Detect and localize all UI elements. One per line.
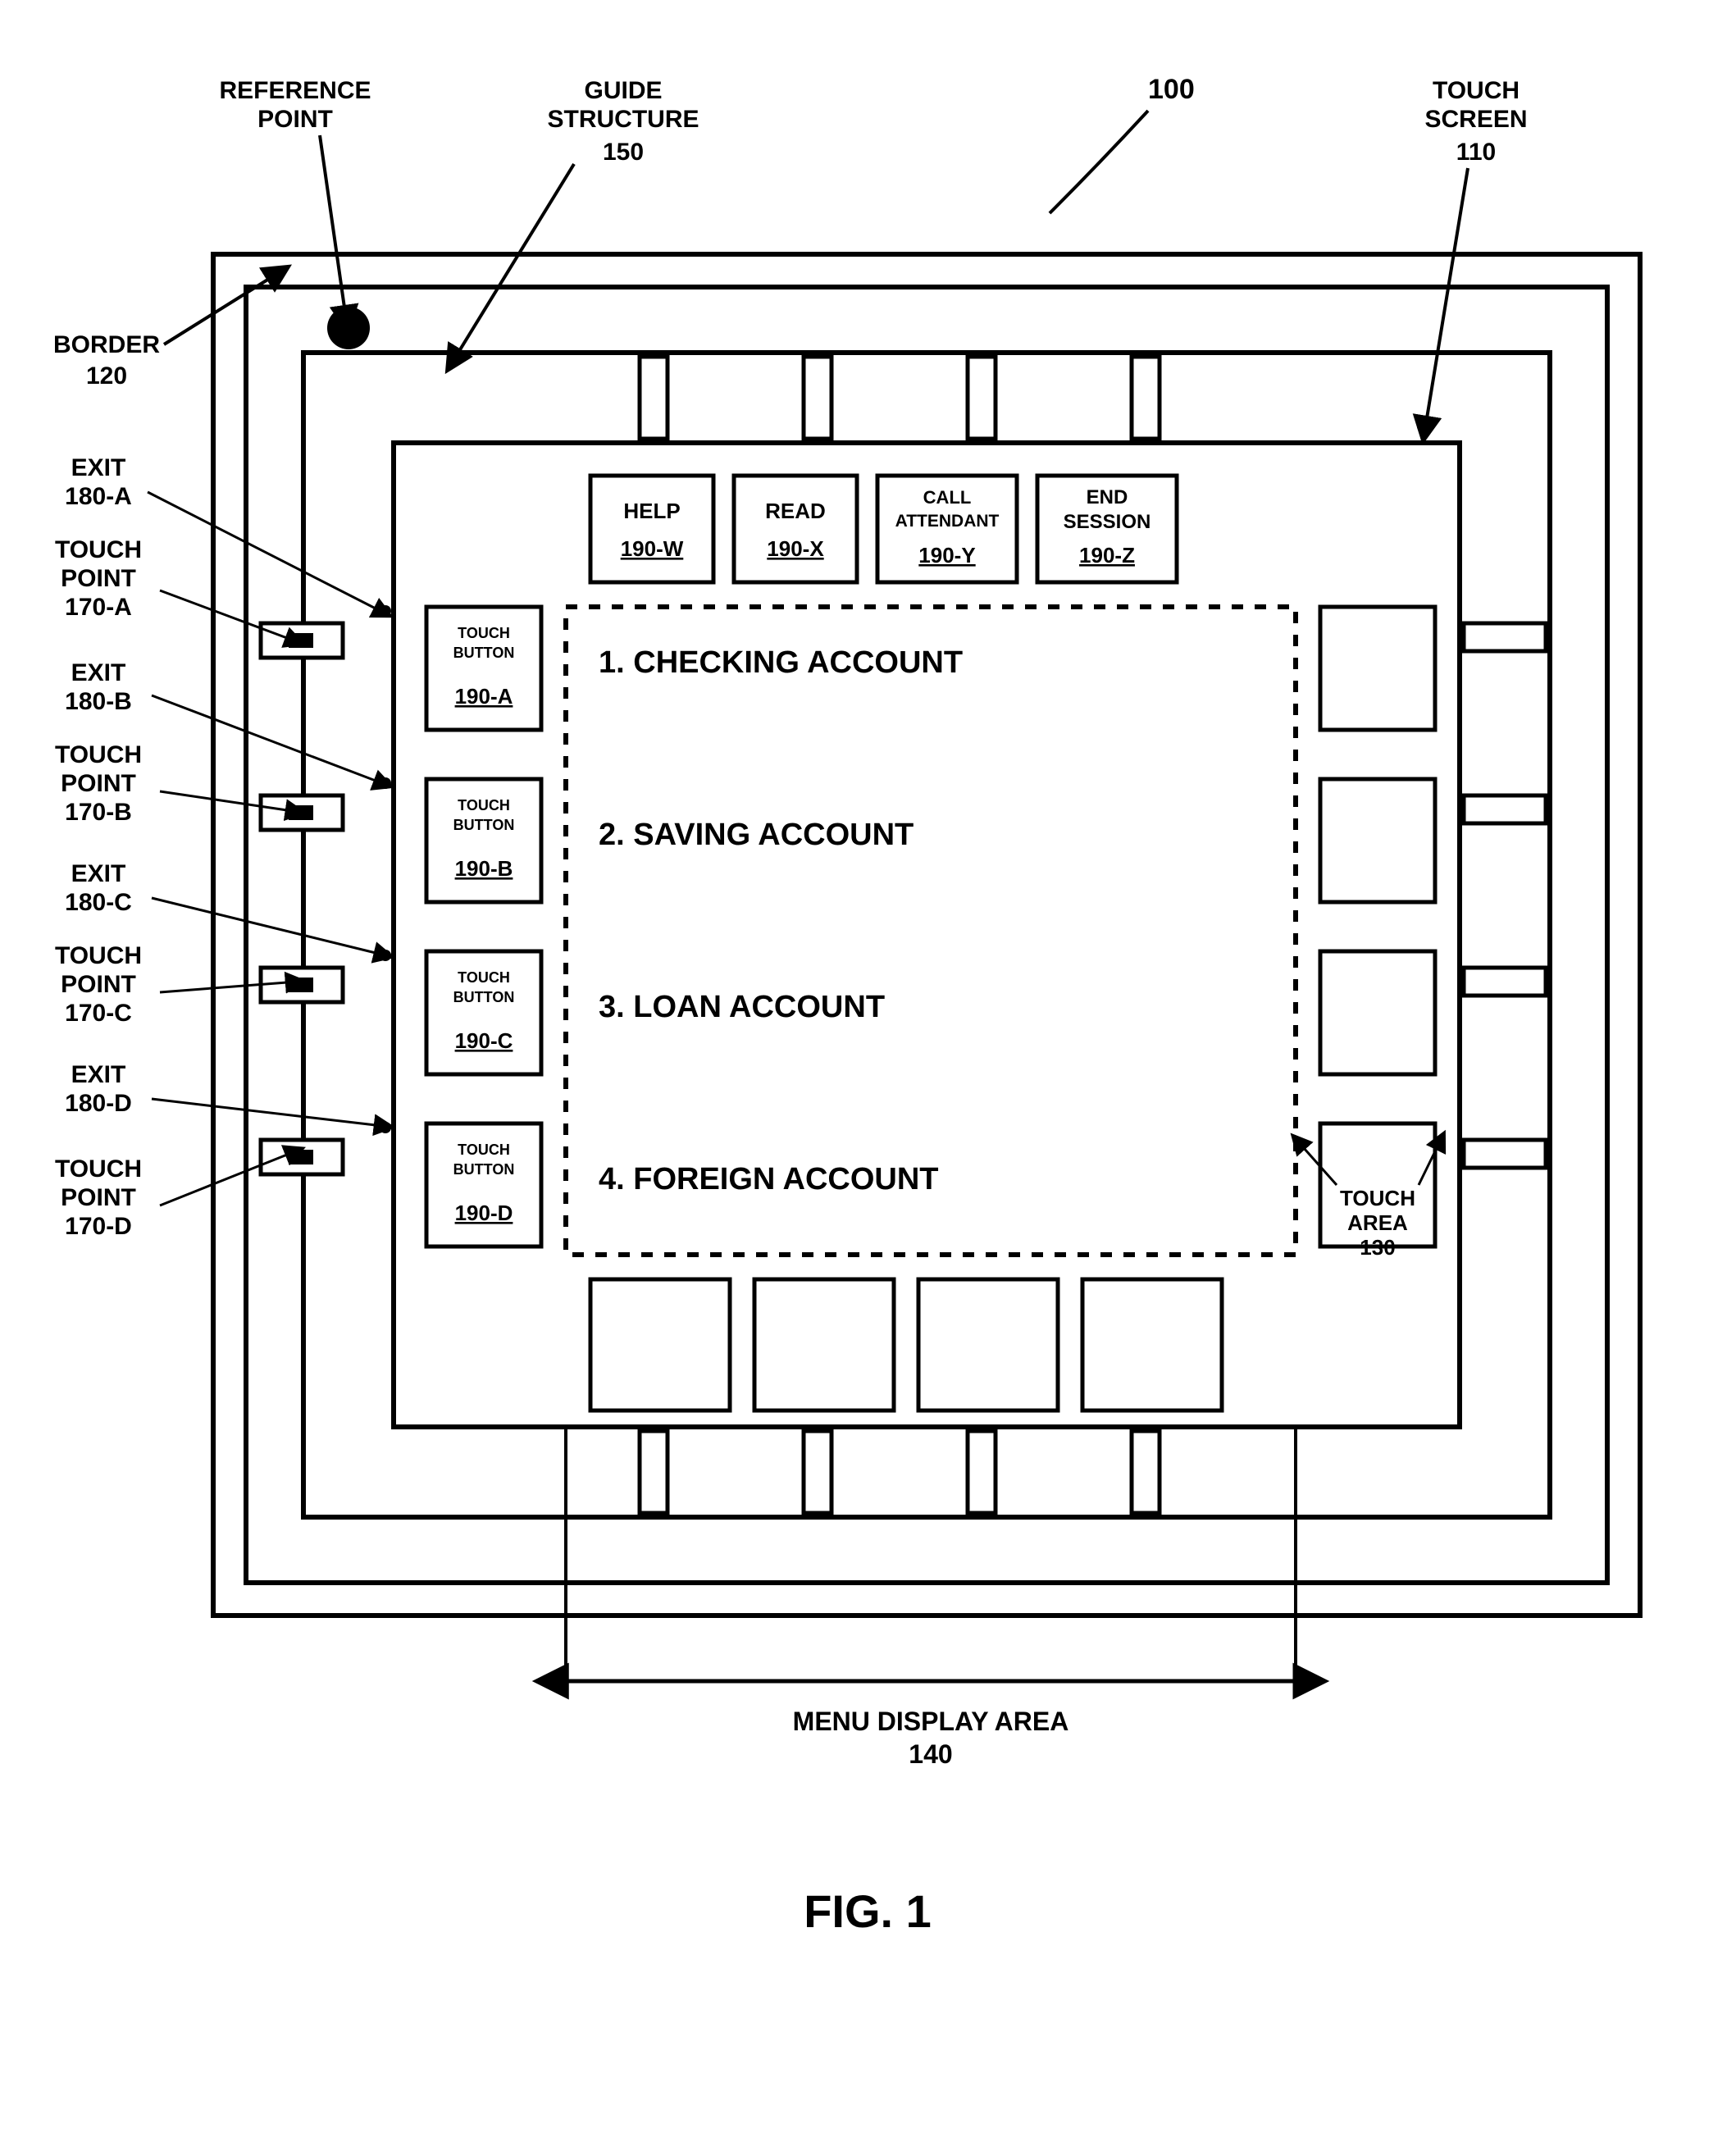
svg-text:TOUCH: TOUCH (1340, 1186, 1415, 1210)
svg-text:SCREEN: SCREEN (1424, 106, 1527, 133)
assembly-ref: 100 (1148, 74, 1195, 105)
menu-item-1: 1. CHECKING ACCOUNT (599, 645, 963, 680)
svg-text:190-B: 190-B (455, 856, 513, 881)
svg-text:BORDER: BORDER (53, 331, 160, 358)
svg-text:EXIT: EXIT (71, 1061, 126, 1088)
reference-point-dot (327, 307, 370, 349)
right-touch-2[interactable] (1320, 779, 1435, 902)
svg-text:150: 150 (603, 139, 644, 166)
svg-text:REFERENCE: REFERENCE (219, 77, 371, 104)
bottom-touch-4[interactable] (1082, 1279, 1222, 1411)
svg-text:EXIT: EXIT (71, 860, 126, 887)
svg-text:170-A: 170-A (65, 594, 132, 621)
svg-text:CALL: CALL (923, 487, 972, 508)
svg-text:140: 140 (909, 1739, 952, 1769)
read-button[interactable] (734, 476, 857, 582)
help-button[interactable] (590, 476, 713, 582)
svg-text:190-Y: 190-Y (918, 543, 975, 567)
svg-text:110: 110 (1456, 139, 1496, 166)
bottom-touch-2[interactable] (754, 1279, 894, 1411)
menu-item-3: 3. LOAN ACCOUNT (599, 990, 885, 1024)
bottom-touch-1[interactable] (590, 1279, 730, 1411)
svg-text:POINT: POINT (61, 565, 136, 592)
svg-text:TOUCH: TOUCH (458, 797, 510, 814)
menu-display-area (566, 607, 1296, 1255)
svg-text:180-C: 180-C (65, 889, 132, 916)
svg-text:EXIT: EXIT (71, 659, 126, 686)
svg-text:120: 120 (86, 362, 127, 390)
svg-text:190-A: 190-A (455, 684, 513, 709)
svg-text:190-D: 190-D (455, 1201, 513, 1225)
right-touch-3[interactable] (1320, 951, 1435, 1074)
svg-text:TOUCH: TOUCH (55, 741, 142, 768)
svg-text:STRUCTURE: STRUCTURE (548, 106, 699, 133)
svg-text:170-D: 170-D (65, 1213, 132, 1240)
menu-item-2: 2. SAVING ACCOUNT (599, 818, 914, 852)
svg-text:190-Z: 190-Z (1079, 543, 1135, 567)
svg-text:SESSION: SESSION (1064, 511, 1151, 533)
svg-text:TOUCH: TOUCH (55, 942, 142, 969)
menu-display-label: MENU DISPLAY AREA (793, 1707, 1069, 1736)
svg-text:BUTTON: BUTTON (453, 645, 515, 661)
figure-caption: FIG. 1 (804, 1885, 932, 1937)
patent-figure-1: HELP 190-W READ 190-X CALL ATTENDANT 190… (0, 0, 1736, 2142)
svg-text:GUIDE: GUIDE (584, 77, 662, 104)
svg-text:BUTTON: BUTTON (453, 989, 515, 1005)
svg-text:AREA: AREA (1347, 1210, 1408, 1235)
svg-text:POINT: POINT (61, 1184, 136, 1211)
svg-text:END: END (1087, 486, 1128, 508)
svg-text:BUTTON: BUTTON (453, 1161, 515, 1178)
svg-text:180-D: 180-D (65, 1090, 132, 1117)
svg-text:130: 130 (1360, 1235, 1395, 1260)
svg-text:TOUCH: TOUCH (55, 1155, 142, 1183)
menu-item-4: 4. FOREIGN ACCOUNT (599, 1162, 939, 1196)
svg-text:ATTENDANT: ATTENDANT (895, 512, 1000, 531)
svg-text:TOUCH: TOUCH (1433, 77, 1520, 104)
svg-text:BUTTON: BUTTON (453, 817, 515, 833)
svg-text:170-C: 170-C (65, 1000, 132, 1027)
svg-text:POINT: POINT (61, 770, 136, 797)
svg-text:TOUCH: TOUCH (458, 625, 510, 641)
svg-text:180-B: 180-B (65, 688, 132, 715)
bottom-touch-3[interactable] (918, 1279, 1058, 1411)
svg-text:POINT: POINT (61, 971, 136, 998)
svg-text:180-A: 180-A (65, 483, 132, 510)
help-label: HELP (623, 499, 680, 523)
svg-text:TOUCH: TOUCH (55, 536, 142, 563)
svg-text:190-W: 190-W (621, 536, 684, 561)
read-label: READ (765, 499, 826, 523)
svg-text:170-B: 170-B (65, 799, 132, 826)
svg-text:TOUCH: TOUCH (458, 1142, 510, 1158)
svg-text:190-C: 190-C (455, 1028, 513, 1053)
svg-text:TOUCH: TOUCH (458, 969, 510, 986)
svg-text:190-X: 190-X (767, 536, 824, 561)
right-touch-1[interactable] (1320, 607, 1435, 730)
svg-text:EXIT: EXIT (71, 454, 126, 481)
svg-text:POINT: POINT (257, 106, 333, 133)
